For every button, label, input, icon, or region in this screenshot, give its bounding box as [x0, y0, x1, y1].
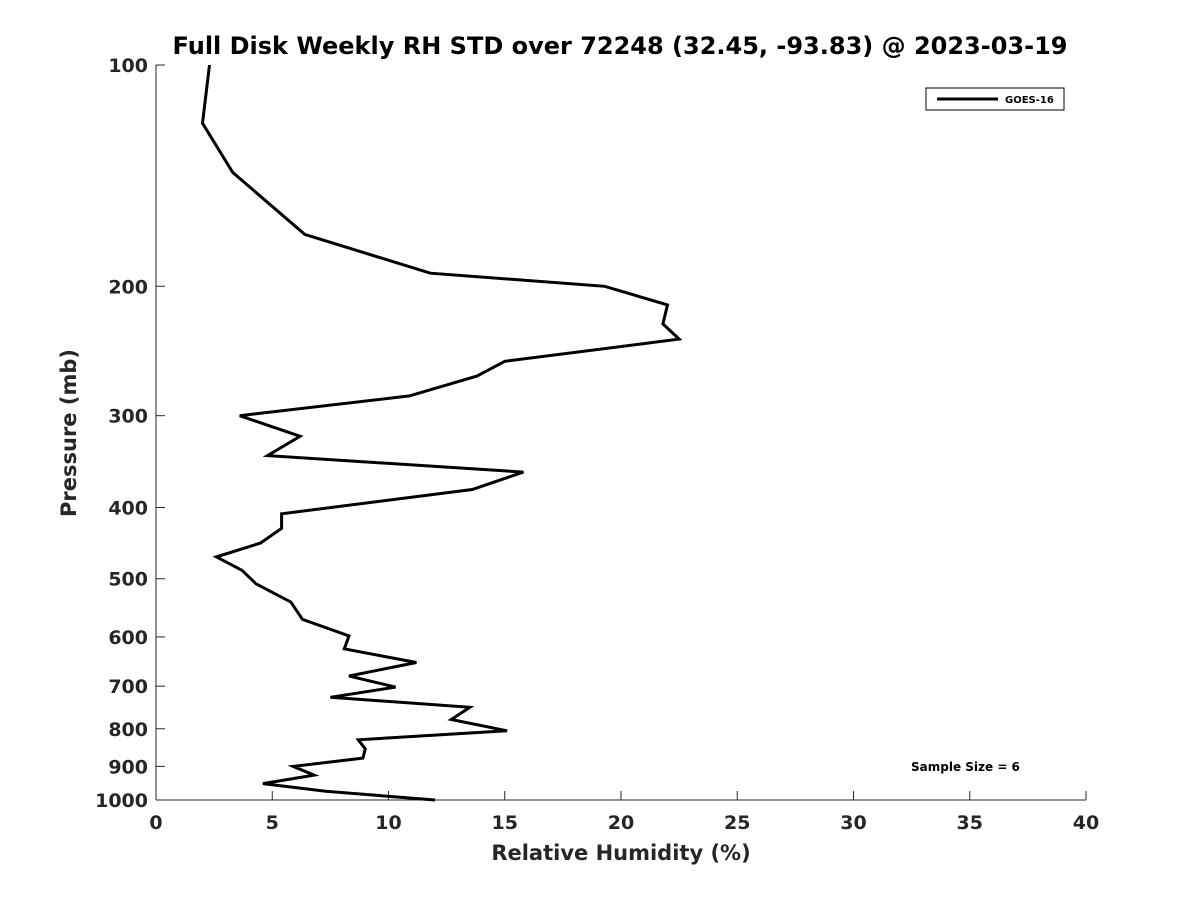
- chart-title: Full Disk Weekly RH STD over 72248 (32.4…: [173, 32, 1068, 60]
- y-tick-label: 400: [108, 498, 148, 520]
- y-tick-label: 600: [108, 627, 148, 649]
- y-ticks: 100 200 300 400 500 600 700 800 900 1000: [95, 55, 165, 812]
- legend: GOES-16: [925, 87, 1065, 111]
- x-axis-label: Relative Humidity (%): [491, 841, 750, 865]
- x-tick-label: 40: [1073, 812, 1099, 834]
- x-tick-label: 30: [840, 812, 866, 834]
- y-tick-label: 300: [108, 406, 148, 428]
- series-layer: [200, 64, 683, 802]
- y-tick-label: 700: [108, 676, 148, 698]
- y-axis-label: Pressure (mb): [57, 349, 81, 517]
- plot-axes: [155, 65, 1086, 801]
- x-tick-label: 25: [724, 812, 750, 834]
- y-tick-label: 900: [108, 756, 148, 778]
- y-tick-label: 500: [108, 569, 148, 591]
- x-tick-label: 35: [957, 812, 983, 834]
- x-tick-label: 15: [492, 812, 518, 834]
- y-tick-label: 200: [108, 276, 148, 298]
- y-tick-label: 800: [108, 719, 148, 741]
- legend-entry-goes-16: GOES-16: [1005, 95, 1054, 106]
- x-tick-label: 5: [266, 812, 279, 834]
- sample-size-annotation: Sample Size = 6: [911, 760, 1020, 774]
- x-tick-label: 0: [149, 812, 162, 834]
- series-line-goes-16: [200, 64, 683, 802]
- x-ticks: 0 5 10 15 20 25 30 35 40: [149, 791, 1099, 834]
- x-tick-label: 10: [375, 812, 401, 834]
- y-tick-label: 1000: [95, 790, 148, 812]
- y-tick-label: 100: [108, 55, 148, 77]
- x-tick-label: 20: [608, 812, 634, 834]
